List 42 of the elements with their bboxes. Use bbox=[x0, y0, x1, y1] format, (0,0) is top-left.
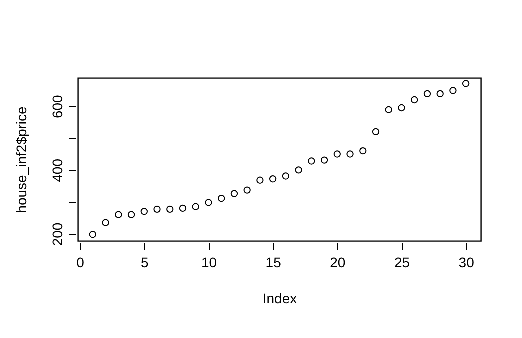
point bbox=[385, 106, 392, 114]
y-axis-title: house_inf2$price bbox=[14, 106, 30, 214]
point bbox=[295, 166, 302, 174]
point bbox=[462, 80, 470, 88]
point bbox=[140, 208, 148, 216]
point bbox=[244, 186, 251, 194]
x-axis-title: Index bbox=[262, 290, 298, 306]
point bbox=[360, 147, 367, 155]
x-tick-label: 25 bbox=[394, 254, 410, 270]
point bbox=[282, 172, 290, 180]
x-tick-label: 10 bbox=[201, 254, 218, 270]
x-tick-label: 20 bbox=[330, 254, 346, 270]
point bbox=[179, 204, 187, 212]
point bbox=[269, 176, 277, 183]
point bbox=[346, 150, 354, 158]
point bbox=[128, 211, 136, 218]
point bbox=[411, 96, 418, 104]
y-tick-label: 600 bbox=[50, 94, 66, 119]
point bbox=[450, 87, 457, 94]
point bbox=[230, 190, 238, 198]
point bbox=[154, 206, 161, 213]
point bbox=[308, 158, 316, 165]
x-tick-label: 30 bbox=[458, 254, 475, 270]
point bbox=[398, 104, 406, 112]
point bbox=[218, 195, 226, 202]
point bbox=[424, 90, 432, 98]
x-tick-label: 5 bbox=[140, 254, 149, 270]
x-tick-label: 0 bbox=[76, 254, 85, 270]
point bbox=[436, 90, 444, 98]
y-tick-label: 400 bbox=[50, 158, 66, 182]
point bbox=[256, 176, 264, 184]
point bbox=[334, 150, 341, 158]
point bbox=[102, 219, 110, 226]
point bbox=[192, 203, 200, 210]
x-tick-label: 15 bbox=[266, 254, 282, 270]
point bbox=[115, 211, 122, 218]
point bbox=[166, 206, 174, 213]
point bbox=[320, 156, 328, 164]
point bbox=[205, 199, 212, 206]
y-tick-label: 200 bbox=[50, 222, 66, 246]
point bbox=[372, 128, 380, 136]
point bbox=[89, 231, 97, 238]
